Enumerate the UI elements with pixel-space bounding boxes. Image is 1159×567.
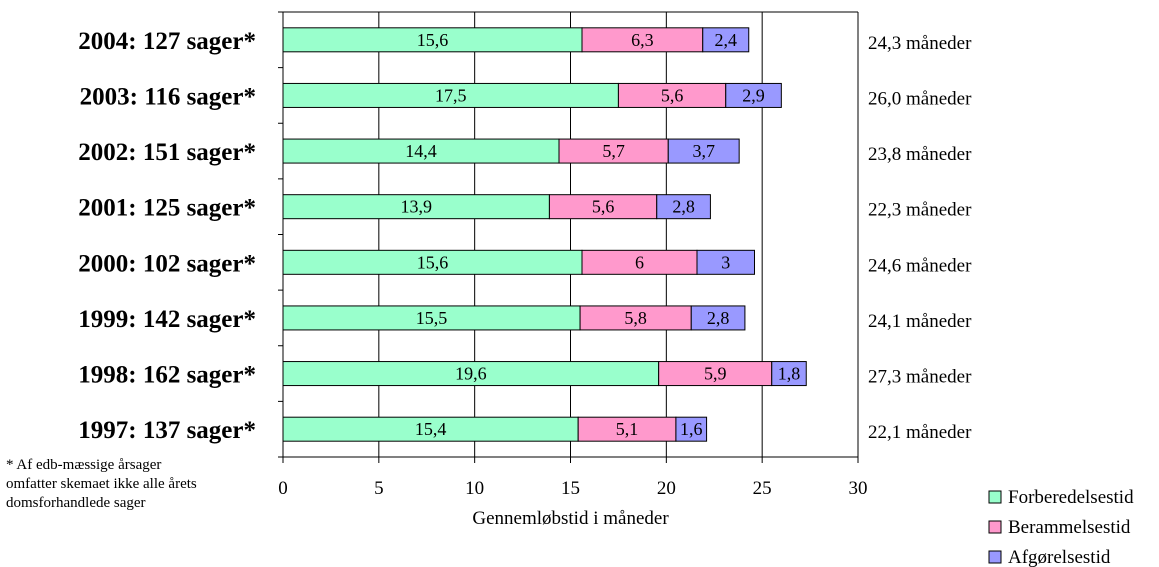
- data-label: 2,8: [672, 197, 695, 217]
- bar-afgørelsestid-5: [690, 305, 746, 331]
- bar-forberedelsestid-1: [282, 82, 619, 108]
- bar-afgørelsestid-0: [702, 27, 750, 53]
- data-label: 6,3: [631, 30, 654, 50]
- x-tick-label-10: 10: [465, 478, 484, 499]
- bar-forberedelsestid-5: [282, 305, 581, 331]
- x-axis: 0 5 10 15 20 25 30 Gennemløbstid i måneder: [278, 11, 868, 529]
- bar-berammelsestid-2: [558, 138, 669, 164]
- legend-label-1: Berammelsestid: [1008, 517, 1131, 538]
- data-label: 5,8: [624, 308, 647, 328]
- data-label: 15,6: [417, 30, 449, 50]
- bar-afgørelsestid-4: [696, 249, 755, 275]
- x-tick-label-20: 20: [657, 478, 676, 499]
- bar-afgørelsestid-6: [771, 361, 807, 387]
- total-label: 24,6 måneder: [868, 255, 972, 276]
- x-tick-label-15: 15: [561, 478, 580, 499]
- data-label: 17,5: [435, 85, 467, 105]
- total-label: 26,0 måneder: [868, 88, 972, 109]
- footnote-line-2: omfatter skemaet ikke alle årets: [6, 476, 197, 492]
- data-label: 5,6: [592, 197, 615, 217]
- gridlines: [378, 12, 859, 457]
- bar-berammelsestid-7: [577, 416, 677, 442]
- data-label: 6: [635, 252, 644, 272]
- total-labels: 24,3 måneder 26,0 måneder 23,8 måneder 22,3…: [868, 33, 972, 443]
- category-label: 1997: 137 sager*: [78, 417, 256, 444]
- category-label: 1999: 142 sager*: [78, 306, 256, 333]
- category-label: 1998: 162 sager*: [78, 362, 256, 389]
- data-label: 5,7: [602, 141, 625, 161]
- x-axis-title: Gennemløbstid i måneder: [472, 508, 669, 529]
- data-label: 3,7: [692, 141, 715, 161]
- bar-forberedelsestid-0: [282, 27, 583, 53]
- bar-forberedelsestid-6: [282, 361, 660, 387]
- total-label: 23,8 måneder: [868, 144, 972, 165]
- total-label: 22,1 måneder: [868, 422, 972, 443]
- data-label: 13,9: [400, 197, 432, 217]
- data-label: 2,9: [742, 85, 765, 105]
- x-tick-label-0: 0: [278, 478, 288, 499]
- category-label: 2001: 125 sager*: [78, 195, 256, 222]
- data-label: 5,9: [704, 364, 727, 384]
- data-label: 5,1: [616, 419, 639, 439]
- bar-afgørelsestid-1: [725, 82, 782, 108]
- bar-berammelsestid-0: [581, 27, 704, 53]
- total-label: 22,3 måneder: [868, 200, 972, 221]
- footnote: * Af edb-mæssige årsager omfatter skemae…: [6, 456, 276, 513]
- data-label: 2,8: [707, 308, 730, 328]
- data-label: 1,8: [778, 364, 801, 384]
- legend-swatch-0: [988, 490, 1002, 504]
- category-label: 2000: 102 sager*: [78, 250, 256, 277]
- bar-berammelsestid-6: [658, 361, 773, 387]
- data-label: 15,4: [415, 419, 447, 439]
- category-label: 2004: 127 sager*: [78, 28, 256, 55]
- x-tick-label-5: 5: [374, 478, 384, 499]
- total-label: 24,3 måneder: [868, 33, 972, 54]
- data-label: 1,6: [680, 419, 703, 439]
- category-label: 2002: 151 sager*: [78, 139, 256, 166]
- legend: Forberedelsestid Berammelsestid Afgørelses…: [988, 487, 1134, 567]
- bar-forberedelsestid-3: [282, 194, 550, 220]
- x-tick-label-30: 30: [849, 478, 868, 499]
- data-label: 5,6: [661, 85, 684, 105]
- legend-label-2: Afgørelsestid: [1008, 547, 1111, 567]
- legend-swatch-1: [988, 520, 1002, 534]
- bar-afgørelsestid-2: [667, 138, 740, 164]
- bars: 15,6 6,3 2,4 17,5 5,6 2,9 14,4 5,7 3,7 13,9 5,6 2,8…: [282, 27, 807, 442]
- data-label: 15,6: [417, 252, 449, 272]
- category-labels: 2004: 127 sager* 2003: 116 sager* 2002: 15…: [78, 28, 256, 444]
- bar-afgørelsestid-7: [675, 416, 708, 442]
- x-tick-label-25: 25: [753, 478, 772, 499]
- footnote-line-1: * Af edb-mæssige årsager: [6, 457, 162, 473]
- bar-berammelsestid-3: [548, 194, 658, 220]
- bar-afgørelsestid-3: [656, 194, 711, 220]
- data-label: 19,6: [455, 364, 487, 384]
- data-label: 3: [721, 252, 730, 272]
- data-label: 2,4: [715, 30, 738, 50]
- legend-swatch-2: [988, 550, 1002, 564]
- category-label: 2003: 116 sager*: [80, 83, 256, 110]
- total-label: 27,3 måneder: [868, 367, 972, 388]
- bar-forberedelsestid-4: [282, 249, 583, 275]
- total-label: 24,1 måneder: [868, 311, 972, 332]
- legend-label-0: Forberedelsestid: [1008, 487, 1134, 508]
- data-label: 14,4: [405, 141, 437, 161]
- footnote-line-3: domsforhandlede sager: [6, 495, 146, 511]
- data-label: 15,5: [416, 308, 448, 328]
